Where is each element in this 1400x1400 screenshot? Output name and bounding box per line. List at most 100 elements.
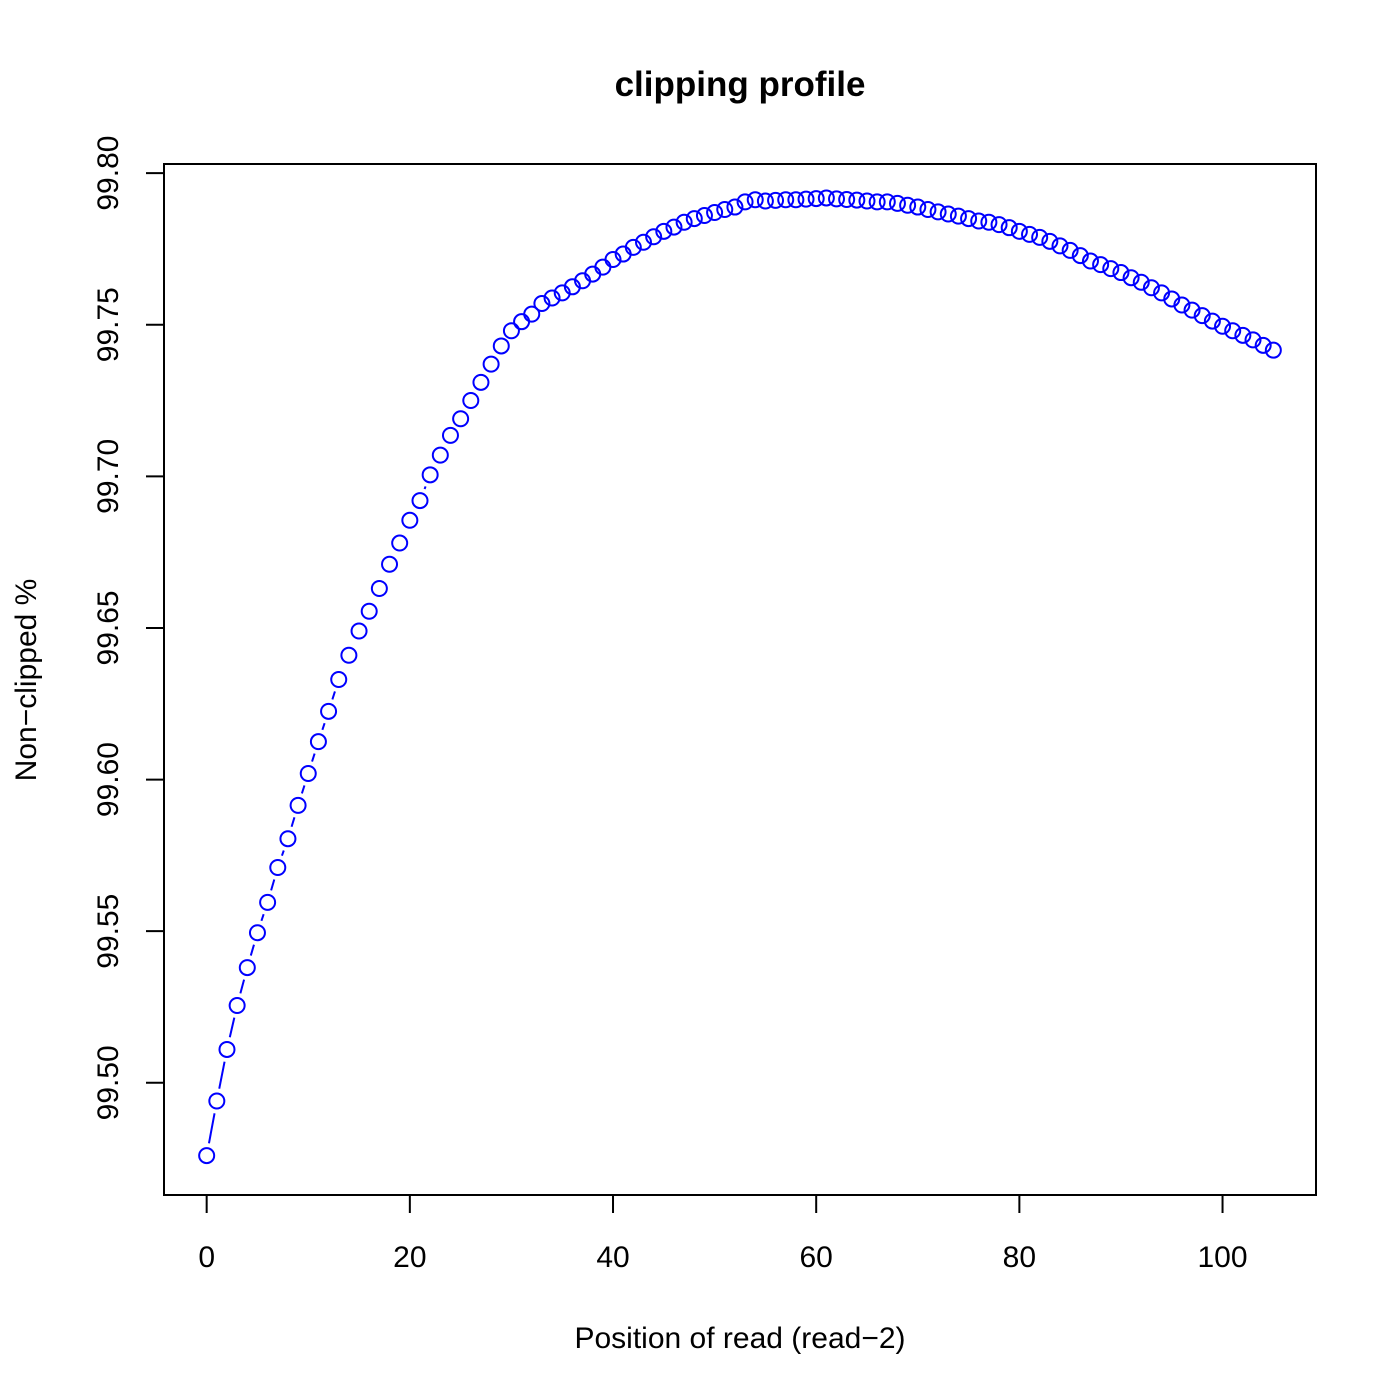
data-point	[198, 1147, 216, 1165]
data-point	[1234, 326, 1252, 344]
data-point	[655, 222, 673, 240]
series-connector	[331, 691, 336, 700]
data-point	[218, 1040, 236, 1058]
data-point	[980, 213, 998, 231]
data-point	[1264, 341, 1282, 359]
series-connector	[280, 850, 285, 857]
y-tick-label: 99.70	[92, 439, 125, 514]
data-point	[482, 355, 500, 373]
data-point	[452, 410, 470, 428]
data-point	[665, 218, 683, 236]
y-tick-label: 99.80	[92, 136, 125, 211]
series-connector	[260, 913, 265, 922]
x-axis-label: Position of read (read−2)	[574, 1322, 905, 1355]
data-point	[1203, 312, 1221, 330]
data-point	[441, 426, 459, 444]
data-point	[279, 830, 297, 848]
plot-frame	[163, 163, 1317, 1196]
data-point	[1122, 269, 1140, 287]
data-point	[309, 733, 327, 751]
data-point	[645, 228, 663, 246]
data-point	[878, 193, 896, 211]
data-point	[1010, 222, 1028, 240]
data-point	[848, 191, 866, 209]
data-point	[960, 210, 978, 228]
data-point	[756, 192, 774, 210]
data-point	[919, 200, 937, 218]
data-point	[1000, 219, 1018, 237]
data-point	[289, 796, 307, 814]
data-point	[1092, 256, 1110, 274]
data-point	[1183, 301, 1201, 319]
data-point	[401, 511, 419, 529]
y-axis: 99.50 99.55 99.60 99.65 99.70 99.75 99.80	[92, 136, 165, 1120]
data-point	[472, 373, 490, 391]
data-point	[909, 198, 927, 216]
series-connector	[270, 879, 276, 891]
data-point	[543, 289, 561, 307]
data-point	[624, 238, 642, 256]
data-point	[675, 213, 693, 231]
series-connector	[290, 817, 296, 828]
data-point	[299, 765, 317, 783]
data-point	[350, 622, 368, 640]
data-point	[899, 196, 917, 214]
data-point	[807, 190, 825, 208]
data-point	[888, 194, 906, 212]
data-point	[1031, 228, 1049, 246]
series-connector	[311, 753, 316, 762]
data-point	[381, 555, 399, 573]
data-point	[817, 189, 835, 207]
data-point	[939, 205, 957, 223]
data-point	[838, 190, 856, 208]
data-point	[1112, 264, 1130, 282]
data-point	[228, 996, 246, 1014]
data-point	[513, 313, 531, 331]
data-point	[1041, 232, 1059, 250]
data-point	[736, 193, 754, 211]
y-tick-label: 99.75	[92, 287, 125, 362]
data-point	[1173, 296, 1191, 314]
data-point	[685, 210, 703, 228]
x-tick-label: 20	[393, 1241, 426, 1274]
data-point	[492, 337, 510, 355]
data-point	[391, 534, 409, 552]
data-point	[421, 466, 439, 484]
data-point	[269, 859, 287, 877]
data-point	[238, 959, 256, 977]
data-point	[695, 207, 713, 225]
series-connector	[321, 722, 326, 731]
data-point	[706, 204, 724, 222]
data-point	[533, 294, 551, 312]
series-connector	[218, 1061, 226, 1089]
data-point	[787, 191, 805, 209]
data-point	[970, 212, 988, 230]
x-axis: 0 20 40 60 80 100	[198, 1194, 1248, 1274]
chart-title: clipping profile	[615, 65, 866, 104]
data-point	[797, 190, 815, 208]
data-point	[777, 191, 795, 209]
y-tick-label: 99.65	[92, 590, 125, 665]
data-point	[1061, 241, 1079, 259]
data-series	[198, 189, 1282, 1165]
data-point	[868, 193, 886, 211]
y-tick-label: 99.55	[92, 894, 125, 969]
data-point	[767, 191, 785, 209]
data-point	[604, 251, 622, 269]
data-point	[858, 192, 876, 210]
x-tick-label: 40	[596, 1241, 629, 1274]
series-connector	[300, 785, 306, 794]
data-point	[949, 207, 967, 225]
data-point	[1071, 247, 1089, 265]
data-point	[746, 191, 764, 209]
series-connector	[207, 1113, 216, 1144]
x-tick-label: 60	[800, 1241, 833, 1274]
data-point	[1224, 322, 1242, 340]
data-point	[330, 671, 348, 688]
x-tick-label: 80	[1003, 1241, 1036, 1274]
data-point	[523, 305, 541, 323]
data-point	[1102, 260, 1120, 278]
data-point	[320, 702, 338, 720]
data-point	[462, 392, 480, 410]
data-point	[1254, 336, 1272, 354]
